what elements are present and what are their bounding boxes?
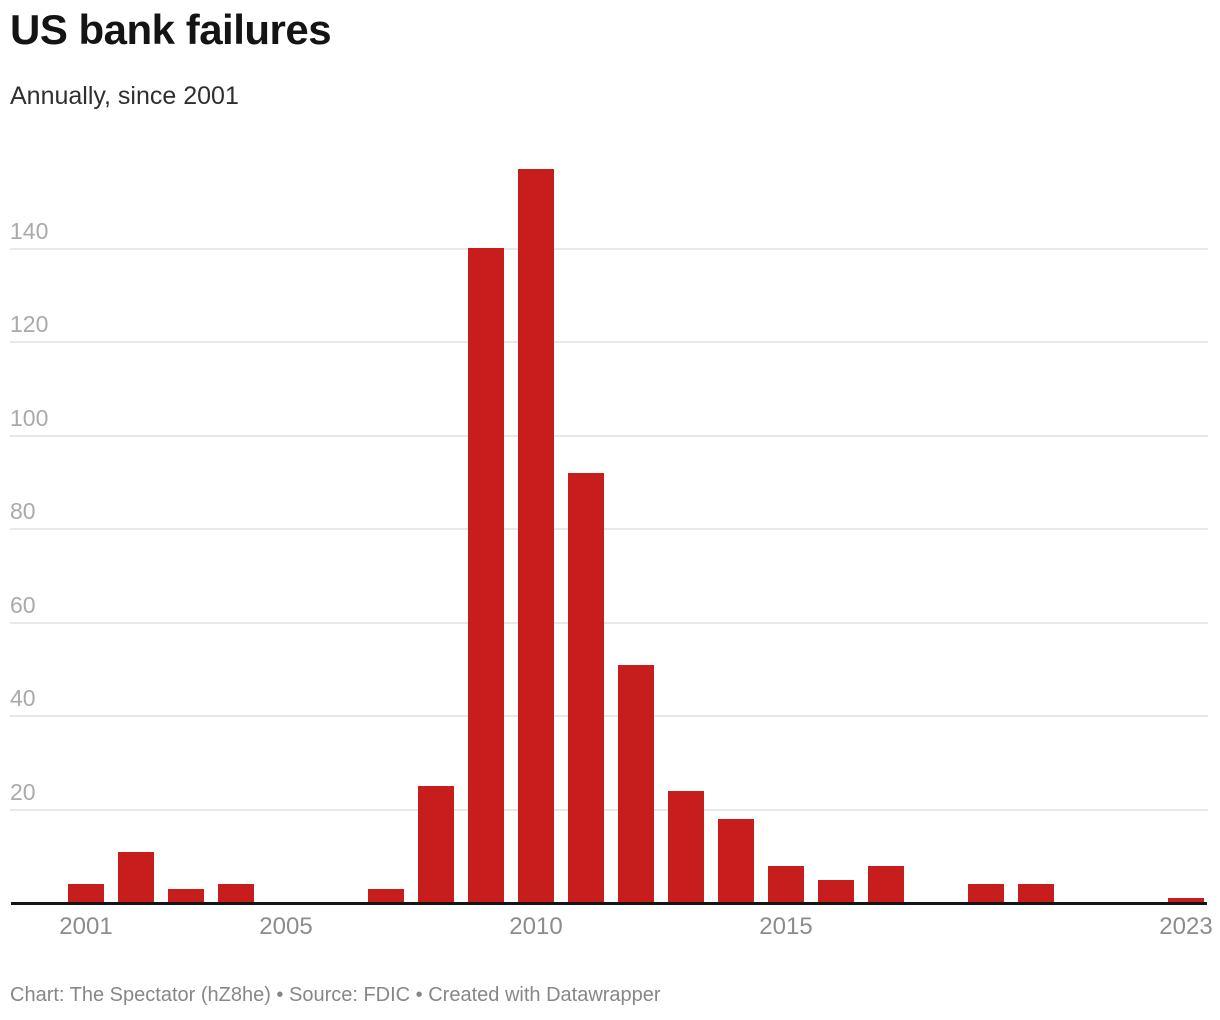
bar-2012[interactable]	[618, 665, 654, 903]
x-axis-label-2005: 2005	[259, 913, 313, 940]
bar-2013[interactable]	[668, 791, 704, 903]
bar-2004[interactable]	[218, 884, 254, 903]
gridline-80	[10, 528, 1208, 530]
gridline-100	[10, 435, 1208, 437]
bar-2002[interactable]	[118, 852, 154, 903]
bar-2017[interactable]	[868, 866, 904, 903]
y-axis-label-140: 140	[10, 218, 49, 244]
gridline-140	[10, 248, 1208, 250]
bar-2020[interactable]	[1018, 884, 1054, 903]
y-axis-label-20: 20	[10, 779, 36, 805]
chart-title: US bank failures	[10, 6, 332, 53]
bar-2014[interactable]	[718, 819, 754, 903]
x-axis-label-2001: 2001	[59, 913, 113, 940]
bar-2019[interactable]	[968, 884, 1004, 903]
bar-2010[interactable]	[518, 169, 554, 903]
y-axis-label-100: 100	[10, 405, 49, 431]
bar-2007[interactable]	[368, 889, 404, 903]
bar-2011[interactable]	[568, 473, 604, 903]
gridline-40	[10, 715, 1208, 717]
y-axis-label-60: 60	[10, 592, 36, 618]
x-axis-line	[11, 902, 1207, 905]
y-axis-label-120: 120	[10, 311, 49, 337]
gridline-120	[10, 341, 1208, 343]
x-axis-label-2015: 2015	[759, 913, 813, 940]
bar-2016[interactable]	[818, 880, 854, 903]
bar-2009[interactable]	[468, 248, 504, 903]
x-axis-label-2023: 2023	[1159, 913, 1213, 940]
bar-2008[interactable]	[418, 786, 454, 903]
bar-2023[interactable]	[1168, 898, 1204, 903]
bar-2003[interactable]	[168, 889, 204, 903]
chart-subtitle: Annually, since 2001	[10, 82, 239, 110]
y-axis-label-40: 40	[10, 685, 36, 711]
y-axis-label-80: 80	[10, 498, 36, 524]
chart-footer: Chart: The Spectator (hZ8he) • Source: F…	[10, 984, 661, 1006]
gridline-60	[10, 622, 1208, 624]
gridline-20	[10, 809, 1208, 811]
bar-2015[interactable]	[768, 866, 804, 903]
bar-2001[interactable]	[68, 884, 104, 903]
x-axis-label-2010: 2010	[509, 913, 563, 940]
